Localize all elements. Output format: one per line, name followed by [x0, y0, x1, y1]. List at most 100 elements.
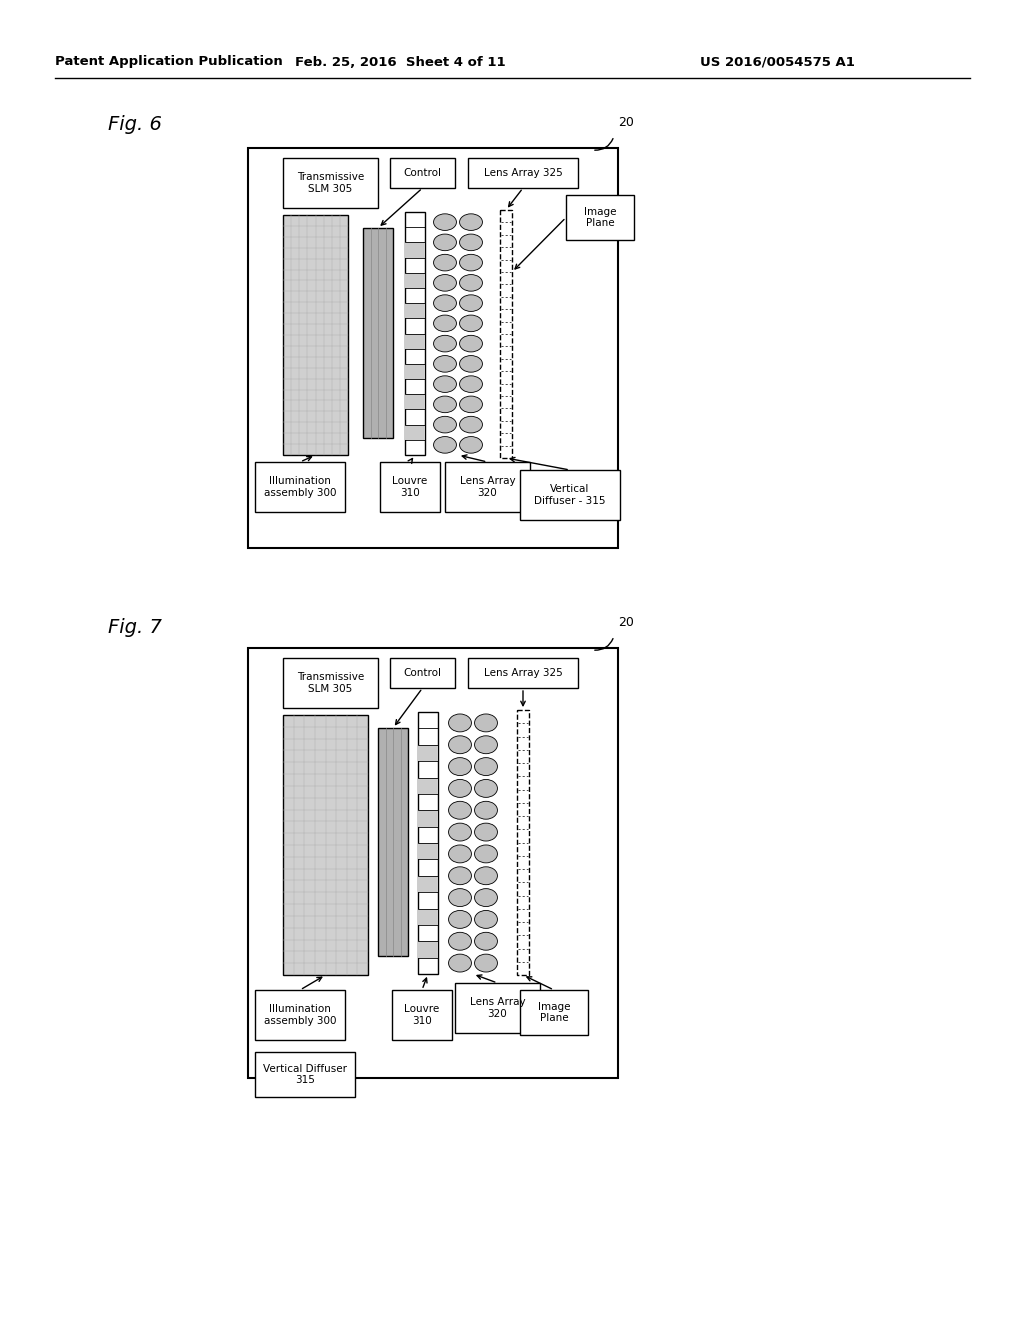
Bar	[406, 304, 425, 318]
Text: Control: Control	[403, 668, 441, 678]
Ellipse shape	[433, 355, 457, 372]
Bar	[380, 462, 440, 512]
Text: Patent Application Publication: Patent Application Publication	[55, 55, 283, 69]
Text: 20: 20	[618, 116, 634, 129]
Text: US 2016/0054575 A1: US 2016/0054575 A1	[700, 55, 855, 69]
Ellipse shape	[449, 824, 471, 841]
Ellipse shape	[460, 255, 482, 271]
Ellipse shape	[460, 294, 482, 312]
Text: Transmissive
SLM 305: Transmissive SLM 305	[297, 172, 365, 194]
Ellipse shape	[449, 888, 471, 907]
Ellipse shape	[433, 376, 457, 392]
Ellipse shape	[449, 780, 471, 797]
Bar	[283, 215, 348, 455]
Text: Illumination
assembly 300: Illumination assembly 300	[264, 477, 336, 498]
Bar	[418, 744, 438, 762]
Bar	[406, 364, 425, 379]
Ellipse shape	[449, 801, 471, 820]
Bar	[418, 777, 438, 793]
Ellipse shape	[449, 735, 471, 754]
Ellipse shape	[460, 416, 482, 433]
Ellipse shape	[460, 214, 482, 231]
Text: Vertical Diffuser
315: Vertical Diffuser 315	[263, 1064, 347, 1085]
Bar	[455, 983, 540, 1034]
Bar	[406, 213, 425, 455]
Bar	[255, 462, 345, 512]
Ellipse shape	[460, 396, 482, 413]
Ellipse shape	[449, 714, 471, 731]
Ellipse shape	[460, 234, 482, 251]
Bar	[418, 843, 438, 859]
Ellipse shape	[449, 911, 471, 928]
Bar	[248, 648, 618, 1078]
Text: Illumination
assembly 300: Illumination assembly 300	[264, 1005, 336, 1026]
Bar	[248, 148, 618, 548]
Ellipse shape	[433, 234, 457, 251]
Bar	[566, 195, 634, 240]
Text: Control: Control	[403, 168, 441, 178]
Ellipse shape	[474, 735, 498, 754]
Ellipse shape	[433, 315, 457, 331]
Bar	[418, 810, 438, 826]
Ellipse shape	[449, 867, 471, 884]
Ellipse shape	[449, 954, 471, 972]
Ellipse shape	[474, 888, 498, 907]
Text: 20: 20	[618, 616, 634, 630]
Bar	[255, 990, 345, 1040]
Ellipse shape	[433, 335, 457, 352]
Ellipse shape	[433, 214, 457, 231]
Ellipse shape	[433, 255, 457, 271]
Ellipse shape	[474, 954, 498, 972]
Text: Feb. 25, 2016  Sheet 4 of 11: Feb. 25, 2016 Sheet 4 of 11	[295, 55, 505, 69]
Bar	[418, 875, 438, 892]
Ellipse shape	[460, 315, 482, 331]
Bar	[255, 1052, 355, 1097]
Ellipse shape	[474, 801, 498, 820]
Ellipse shape	[433, 437, 457, 453]
Text: Transmissive
SLM 305: Transmissive SLM 305	[297, 672, 365, 694]
Bar	[378, 729, 408, 956]
Bar	[406, 425, 425, 440]
Text: Lens Array
320: Lens Array 320	[470, 997, 525, 1019]
Bar	[500, 210, 512, 458]
Ellipse shape	[460, 275, 482, 292]
FancyArrowPatch shape	[595, 639, 613, 651]
Ellipse shape	[460, 335, 482, 352]
Ellipse shape	[449, 932, 471, 950]
Text: Lens Array
320: Lens Array 320	[460, 477, 515, 498]
Text: Lens Array 325: Lens Array 325	[483, 168, 562, 178]
Ellipse shape	[474, 824, 498, 841]
Bar	[520, 990, 588, 1035]
Ellipse shape	[474, 911, 498, 928]
FancyArrowPatch shape	[595, 139, 613, 150]
Ellipse shape	[433, 396, 457, 413]
Bar	[406, 243, 425, 257]
Ellipse shape	[449, 845, 471, 863]
Ellipse shape	[474, 932, 498, 950]
Text: Vertical
Diffuser - 315: Vertical Diffuser - 315	[535, 484, 606, 506]
Ellipse shape	[474, 867, 498, 884]
Text: Fig. 7: Fig. 7	[108, 618, 162, 638]
Bar	[418, 941, 438, 957]
Bar	[392, 990, 452, 1040]
Bar	[406, 334, 425, 348]
Ellipse shape	[474, 845, 498, 863]
Bar	[283, 657, 378, 708]
Ellipse shape	[449, 758, 471, 776]
Bar	[445, 462, 530, 512]
Text: Image
Plane: Image Plane	[538, 1002, 570, 1023]
Bar	[390, 657, 455, 688]
Bar	[418, 908, 438, 925]
Text: Louvre
310: Louvre 310	[404, 1005, 439, 1026]
Bar	[418, 711, 438, 974]
Text: Louvre
310: Louvre 310	[392, 477, 428, 498]
Ellipse shape	[474, 714, 498, 731]
Bar	[283, 715, 368, 975]
Bar	[406, 395, 425, 409]
Ellipse shape	[460, 355, 482, 372]
Ellipse shape	[433, 275, 457, 292]
Bar	[406, 273, 425, 288]
Ellipse shape	[460, 437, 482, 453]
Ellipse shape	[460, 376, 482, 392]
Text: Fig. 6: Fig. 6	[108, 115, 162, 135]
